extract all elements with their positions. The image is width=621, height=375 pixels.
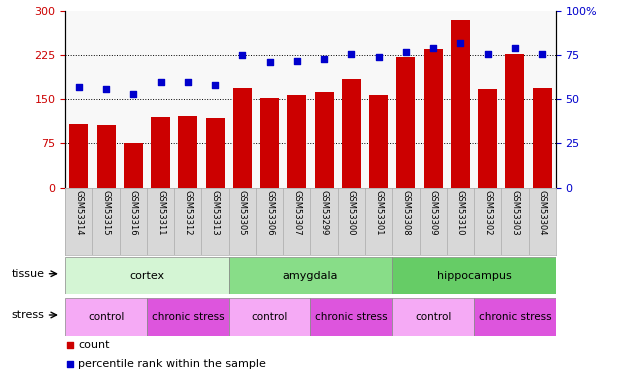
Point xyxy=(455,40,465,46)
Text: percentile rank within the sample: percentile rank within the sample xyxy=(78,358,266,369)
Bar xyxy=(392,257,556,294)
Bar xyxy=(451,20,470,188)
Bar xyxy=(260,98,279,188)
Bar xyxy=(474,298,556,336)
Text: GSM53306: GSM53306 xyxy=(265,189,274,235)
Text: GSM53316: GSM53316 xyxy=(129,189,138,235)
Bar xyxy=(151,117,170,188)
Point xyxy=(347,51,356,57)
Text: chronic stress: chronic stress xyxy=(315,312,388,322)
Bar xyxy=(478,89,497,188)
Text: cortex: cortex xyxy=(129,271,165,280)
Text: hippocampus: hippocampus xyxy=(437,271,512,280)
Point xyxy=(65,342,75,348)
Point xyxy=(292,58,302,64)
Text: GSM53309: GSM53309 xyxy=(428,189,438,235)
Text: GSM53315: GSM53315 xyxy=(102,189,111,235)
Text: GSM53311: GSM53311 xyxy=(156,189,165,235)
Bar xyxy=(369,94,388,188)
Point xyxy=(210,82,220,88)
Text: GSM53300: GSM53300 xyxy=(347,189,356,235)
Text: GSM53307: GSM53307 xyxy=(292,189,301,235)
Point xyxy=(319,56,329,62)
Text: GSM53314: GSM53314 xyxy=(75,189,83,235)
Text: GSM53302: GSM53302 xyxy=(483,189,492,235)
Point xyxy=(401,49,411,55)
Text: GSM53310: GSM53310 xyxy=(456,189,465,235)
Text: GSM53303: GSM53303 xyxy=(510,189,519,235)
Text: GSM53304: GSM53304 xyxy=(538,189,546,235)
Bar xyxy=(178,116,197,188)
Text: GSM53312: GSM53312 xyxy=(183,189,193,235)
Bar xyxy=(533,88,551,188)
Point xyxy=(183,79,193,85)
Point xyxy=(74,84,84,90)
Point xyxy=(510,45,520,51)
Bar xyxy=(70,124,88,188)
Point xyxy=(428,45,438,51)
Text: GSM53308: GSM53308 xyxy=(401,189,410,235)
Point xyxy=(65,361,75,367)
Text: GSM53313: GSM53313 xyxy=(211,189,220,235)
Bar xyxy=(424,50,443,188)
Point xyxy=(374,54,384,60)
Bar xyxy=(315,92,333,188)
Bar xyxy=(229,257,392,294)
Bar xyxy=(310,298,392,336)
Bar xyxy=(392,298,474,336)
Bar xyxy=(233,88,252,188)
Point xyxy=(101,86,111,92)
Text: control: control xyxy=(252,312,288,322)
Bar xyxy=(124,144,143,188)
Bar xyxy=(288,94,306,188)
Text: control: control xyxy=(415,312,451,322)
Point xyxy=(129,91,138,97)
Bar xyxy=(65,298,147,336)
Point xyxy=(156,79,166,85)
Bar xyxy=(96,125,116,188)
Text: stress: stress xyxy=(12,310,45,320)
Text: GSM53299: GSM53299 xyxy=(320,189,329,235)
Text: count: count xyxy=(78,340,110,350)
Text: tissue: tissue xyxy=(12,269,45,279)
Text: amygdala: amygdala xyxy=(283,271,338,280)
Bar xyxy=(65,257,229,294)
Text: chronic stress: chronic stress xyxy=(152,312,224,322)
Point xyxy=(265,59,274,65)
Bar xyxy=(396,57,415,188)
Text: GSM53305: GSM53305 xyxy=(238,189,247,235)
Bar xyxy=(342,79,361,188)
Bar xyxy=(206,118,225,188)
Point xyxy=(237,53,247,58)
Bar xyxy=(147,298,229,336)
Text: control: control xyxy=(88,312,124,322)
Point xyxy=(483,51,492,57)
Bar xyxy=(229,298,310,336)
Text: chronic stress: chronic stress xyxy=(479,312,551,322)
Text: GSM53301: GSM53301 xyxy=(374,189,383,235)
Bar xyxy=(505,54,525,188)
Point xyxy=(537,51,547,57)
